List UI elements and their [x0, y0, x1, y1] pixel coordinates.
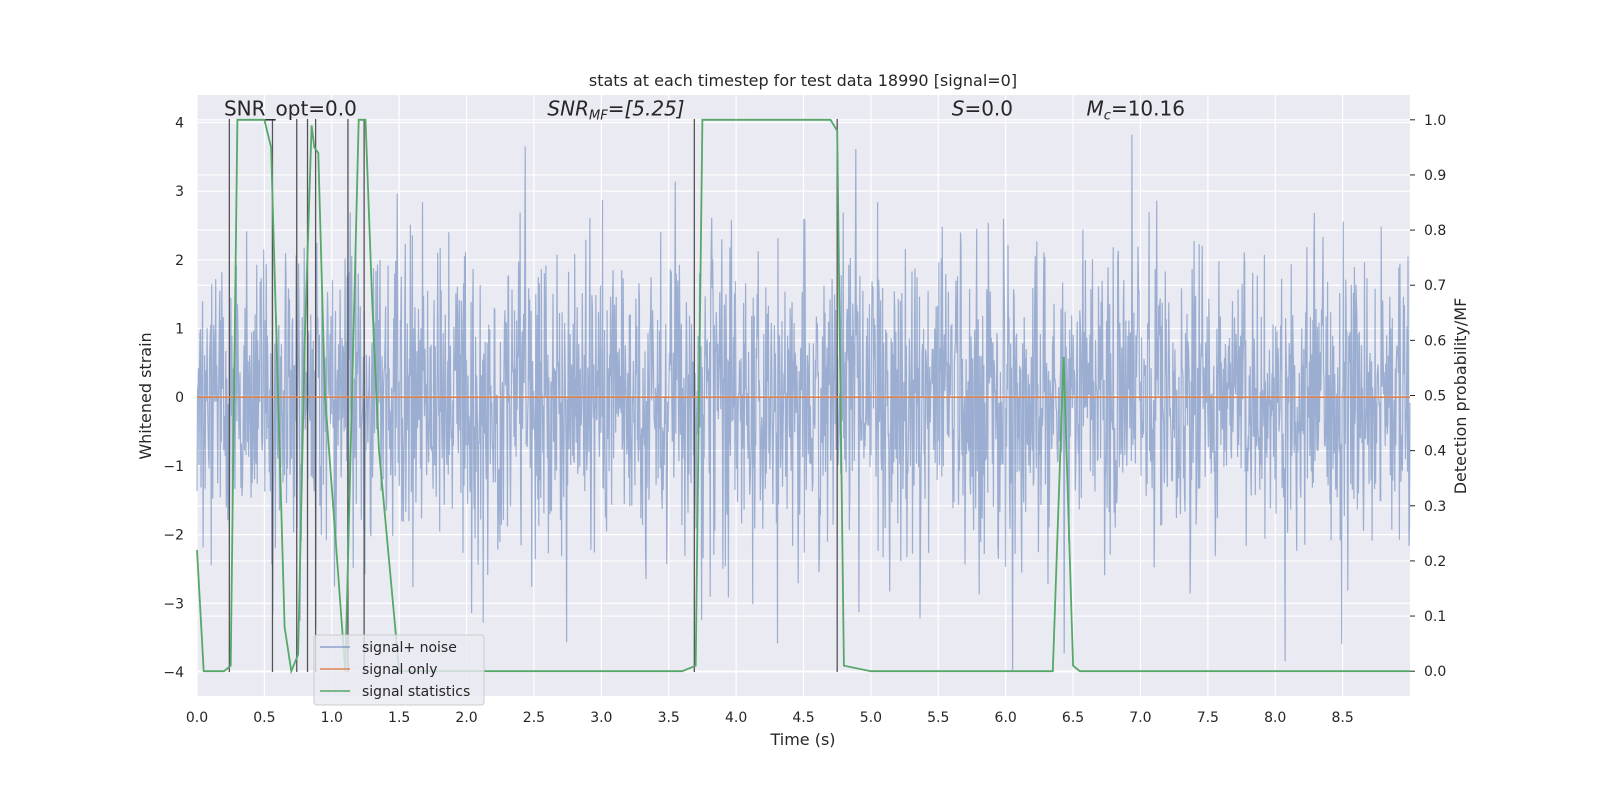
x-tick-label: 4.5	[792, 710, 814, 726]
x-tick-label: 6.0	[995, 710, 1017, 726]
x-tick-label: 0.0	[186, 710, 208, 726]
y-tick-label: −2	[163, 528, 184, 544]
annotation-snr-mf: SNRMF=[5.25]	[547, 97, 684, 124]
annotation-mc-value: =10.16	[1111, 97, 1185, 121]
signal-noise-line	[196, 134, 1411, 673]
y2-tick-label: 0.3	[1424, 499, 1446, 515]
x-tick-label: 1.5	[388, 710, 410, 726]
y2-tick-label: 0.4	[1424, 444, 1446, 460]
y-tick-label: 4	[175, 115, 184, 131]
x-tick-label: 2.5	[523, 710, 545, 726]
annotation-snr-opt-text: SNR_opt=0.0	[224, 97, 357, 121]
marker-lines	[228, 119, 838, 672]
x-tick-label: 8.0	[1264, 710, 1286, 726]
signal-statistics-line	[196, 118, 1410, 675]
y2-tick-label: 0.6	[1424, 333, 1446, 349]
annotation-snr-mf-main: SNR	[547, 97, 589, 121]
x-tick-label: 7.0	[1129, 710, 1151, 726]
y-tick-label: 3	[175, 184, 184, 200]
x-tick-label: 5.5	[927, 710, 949, 726]
y2-tick-label: 0.7	[1424, 278, 1446, 294]
x-tick-label: 0.5	[253, 710, 275, 726]
y-tick-label: 2	[175, 253, 184, 269]
y-axis-label: Whitened strain	[136, 332, 155, 459]
y2-tick-label: 0.1	[1424, 609, 1446, 625]
x-tick-label: 6.5	[1062, 710, 1084, 726]
y2-tick-label: 1.0	[1424, 113, 1446, 129]
y-tick-label: −3	[163, 596, 184, 612]
y2-tick-label: 0.2	[1424, 554, 1446, 570]
x-tick-label: 4.0	[725, 710, 747, 726]
legend-label-signal-statistics: signal statistics	[362, 684, 470, 700]
y-tick-label: 1	[175, 322, 184, 338]
legend-box	[313, 634, 485, 706]
legend-label-signal-only: signal only	[362, 662, 437, 678]
y-tick-label: −4	[163, 665, 184, 681]
annotation-snr-mf-sub: MF	[589, 109, 608, 124]
y2-axis-ticks: 0.0 0.1 0.2 0.3 0.4 0.5 0.6 0.7 0.8 0.9 1.0	[1410, 113, 1446, 680]
x-tick-label: 8.5	[1331, 710, 1353, 726]
annotations: SNR_opt=0.0 SNRMF=[5.25] S=0.0 Mc=10.16	[224, 97, 1185, 124]
y2-axis-label: Detection probability/MF	[1451, 298, 1470, 495]
y2-tick-label: 0.5	[1424, 389, 1446, 405]
y2-tick-label: 0.8	[1424, 223, 1446, 239]
annotation-s-main: S	[952, 97, 965, 121]
annotation-s-value: =0.0	[964, 97, 1013, 121]
annotation-mc: Mc=10.16	[1087, 97, 1185, 124]
x-tick-label: 5.0	[860, 710, 882, 726]
x-tick-label: 1.0	[321, 710, 343, 726]
y2-tick-label: 0.0	[1424, 664, 1446, 680]
x-tick-label: 3.0	[590, 710, 612, 726]
legend-label-signal-noise: signal+ noise	[362, 640, 457, 656]
annotation-snr-opt: SNR_opt=0.0	[224, 97, 357, 121]
annotation-mc-sub: c	[1104, 109, 1111, 124]
y2-tick-label: 0.9	[1424, 168, 1446, 184]
annotation-s: S=0.0	[952, 97, 1013, 121]
series-signal-statistics	[196, 118, 1410, 675]
annotation-mc-main: M	[1087, 97, 1104, 121]
y-axis-ticks: −4 −3 −2 −1 0 1 2 3 4	[163, 115, 184, 680]
x-axis-label: Time (s)	[769, 730, 835, 749]
series-signal-noise	[196, 134, 1411, 673]
chart-title: stats at each timestep for test data 189…	[589, 71, 1017, 90]
x-axis-ticks: 0.0 0.5 1.0 1.5 2.0 2.5 3.0 3.5 4.0 4.5 5.0 5.5 6.0 6…	[186, 710, 1354, 726]
x-tick-label: 7.5	[1197, 710, 1219, 726]
annotation-snr-mf-value: =[5.25]	[608, 97, 685, 121]
x-tick-label: 3.5	[658, 710, 680, 726]
x-tick-label: 2.0	[455, 710, 477, 726]
legend: signal+ noise signal only signal statist…	[313, 634, 485, 706]
y-tick-label: 0	[175, 390, 184, 406]
y-tick-label: −1	[163, 459, 184, 475]
